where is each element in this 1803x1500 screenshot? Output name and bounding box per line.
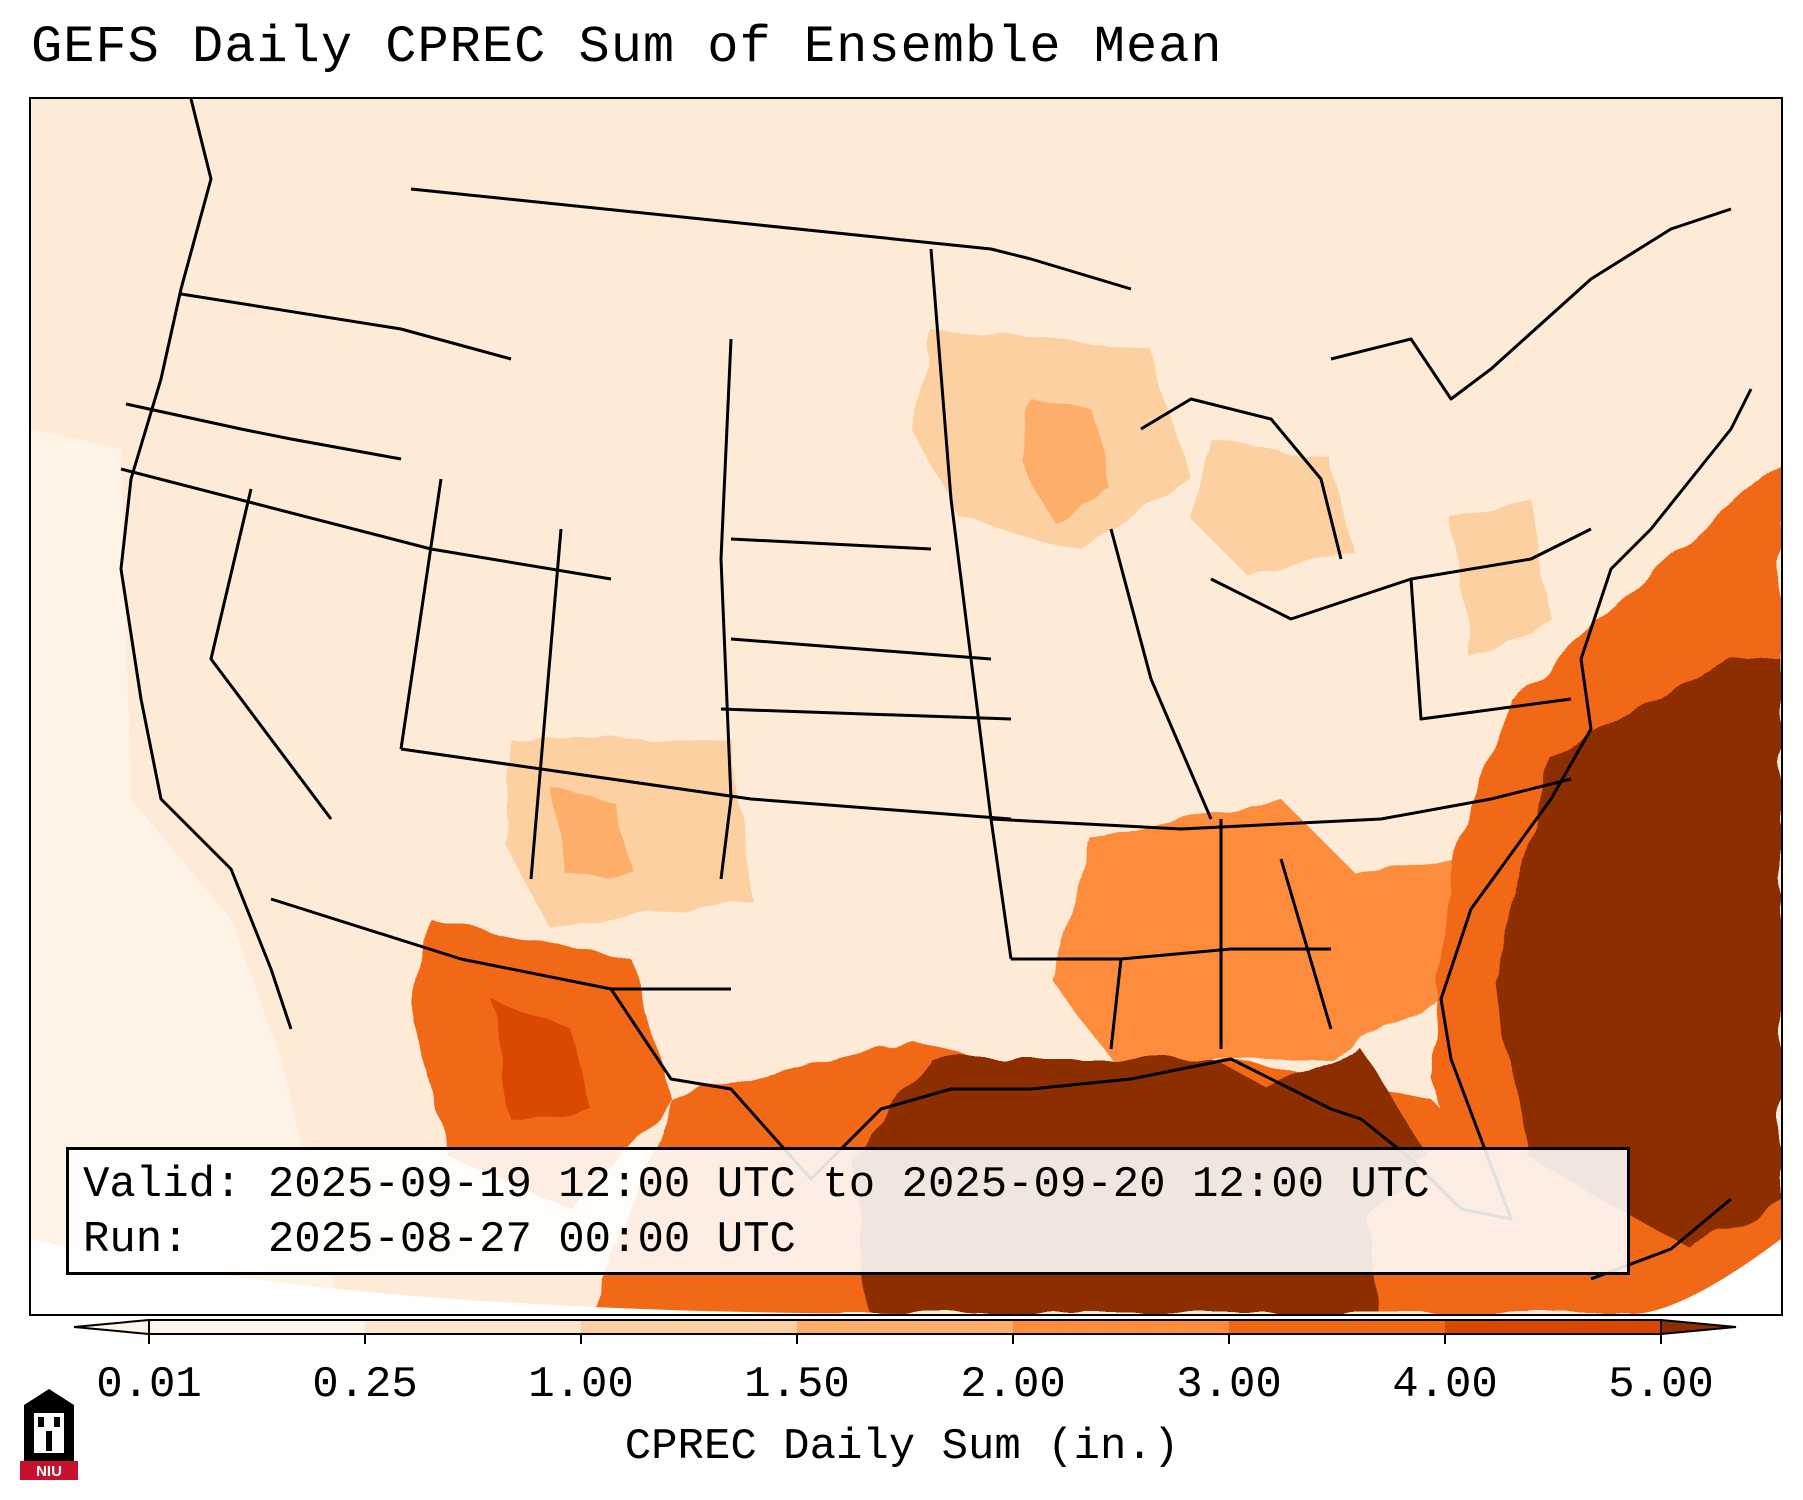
georgia-west [1279, 858, 1333, 1030]
precip-area-atlantic-core [1491, 659, 1781, 1249]
mississippi-river-lower [1149, 678, 1213, 820]
east-coast-north [1579, 388, 1753, 660]
colorbar-segment [581, 1320, 798, 1334]
colorbar-tick-label: 4.00 [1392, 1360, 1498, 1410]
precipitation-map [29, 97, 1783, 1316]
nevada-border [209, 488, 333, 820]
colorbar [73, 1318, 1737, 1344]
colorbar-extension-min [73, 1318, 150, 1336]
niu-logo-text: NIU [36, 1463, 62, 1480]
colorado-west-border [529, 528, 563, 880]
precip-area-wisconsin [1021, 399, 1111, 519]
colorbar-extension-max [1660, 1318, 1737, 1336]
colorbar-tick-label: 0.01 [96, 1360, 202, 1410]
precip-area-nm-core [551, 789, 631, 879]
precip-area-mexico-core [491, 999, 591, 1119]
colorbar-tick-label: 5.00 [1608, 1360, 1714, 1410]
colorbar-tick-label: 0.25 [312, 1360, 418, 1410]
colorbar-segment [1445, 1320, 1662, 1334]
valid-run-info-box: Valid: 2025-09-19 12:00 UTC to 2025-09-2… [66, 1147, 1630, 1275]
great-lakes-shore [1140, 397, 1343, 560]
colorbar-tick-label: 2.00 [960, 1360, 1066, 1410]
pacific-coastline [119, 99, 293, 1030]
mountain-east-border [719, 338, 733, 880]
plains-east-border [929, 248, 1013, 960]
nebraska-line [730, 537, 932, 551]
precip-area-michigan [1191, 439, 1351, 579]
virginia-line [1409, 578, 1572, 721]
projection-edge-left [31, 1239, 931, 1314]
map-title: GEFS Daily CPREC Sum of Ensemble Mean [31, 18, 1223, 77]
canada-border [410, 187, 1132, 291]
map-canvas [31, 99, 1781, 1314]
four-corners-line [400, 747, 1012, 821]
kansas-line [730, 637, 992, 661]
pacific-ocean-region [31, 429, 341, 1314]
run-time-text: Run: 2025-08-27 00:00 UTC [83, 1215, 796, 1265]
utah-west-border [399, 478, 443, 750]
oklahoma-line [720, 707, 1012, 721]
colorbar-segment [797, 1320, 1014, 1334]
colorbar-segment [1013, 1320, 1230, 1334]
colorbar-tick-label: 3.00 [1176, 1360, 1282, 1410]
precip-area-new-mexico [501, 739, 751, 929]
colorbar-label: CPREC Daily Sum (in.) [624, 1422, 1180, 1472]
colorbar-outline [148, 1319, 1662, 1335]
mexico-border [270, 897, 731, 991]
gulf-states-line [1011, 947, 1331, 961]
projection-edge-right [1631, 1239, 1781, 1314]
valid-time-text: Valid: 2025-09-19 12:00 UTC to 2025-09-2… [83, 1160, 1430, 1210]
colorbar-tick-label: 1.50 [744, 1360, 850, 1410]
colorbar-tick-label: 1.00 [528, 1360, 634, 1410]
canada-border-east [1330, 207, 1732, 401]
colorbar-segment [149, 1320, 366, 1334]
precip-area-northeast [1451, 499, 1551, 659]
oregon-border [125, 402, 402, 461]
canada-border-west [180, 292, 512, 361]
colorbar-segment [1229, 1320, 1446, 1334]
tennessee-line [990, 777, 1572, 831]
colorbar-segment [365, 1320, 582, 1334]
niu-logo-icon: NIU [20, 1389, 78, 1480]
precip-area-southeast [1051, 799, 1481, 1059]
mississippi-river-upper [1109, 528, 1153, 680]
mississippi-east [1109, 958, 1123, 1050]
